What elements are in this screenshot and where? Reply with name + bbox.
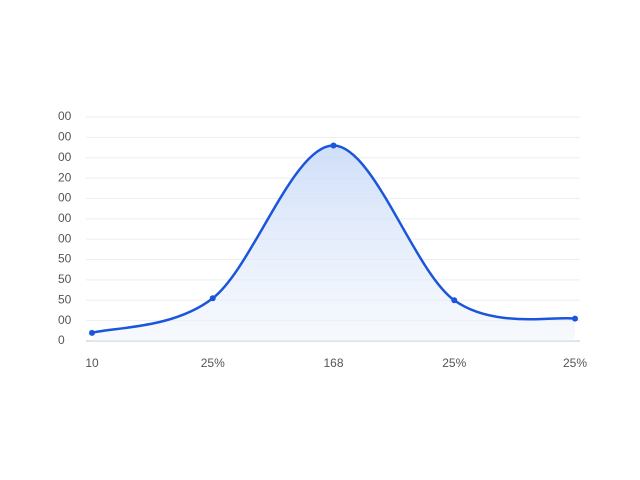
y-tick-label: 50 <box>58 292 72 306</box>
y-tick-label: 50 <box>58 252 72 266</box>
x-tick-label: 25% <box>563 356 587 370</box>
point <box>330 142 337 149</box>
y-tick-label: 00 <box>58 130 72 144</box>
point <box>209 295 216 302</box>
point <box>572 315 578 322</box>
point <box>89 329 95 336</box>
y-tick-label: 00 <box>58 109 72 123</box>
y-tick-label: 00 <box>58 211 72 225</box>
y-tick-label: 20 <box>58 170 72 184</box>
y-tick-label: 50 <box>58 272 72 286</box>
point <box>451 297 458 304</box>
y-tick-label: 00 <box>58 191 72 205</box>
area <box>92 145 575 341</box>
x-tick-label: 25% <box>201 356 225 370</box>
y-tick-label: 00 <box>58 150 72 164</box>
x-tick-label: 10 <box>85 356 99 370</box>
y-tick-label: 00 <box>58 313 72 327</box>
y-tick-label: 00 <box>58 231 72 245</box>
x-tick-label: 25% <box>442 356 466 370</box>
y-tick-label: 0 <box>58 333 65 347</box>
x-tick-label: 168 <box>323 356 343 370</box>
